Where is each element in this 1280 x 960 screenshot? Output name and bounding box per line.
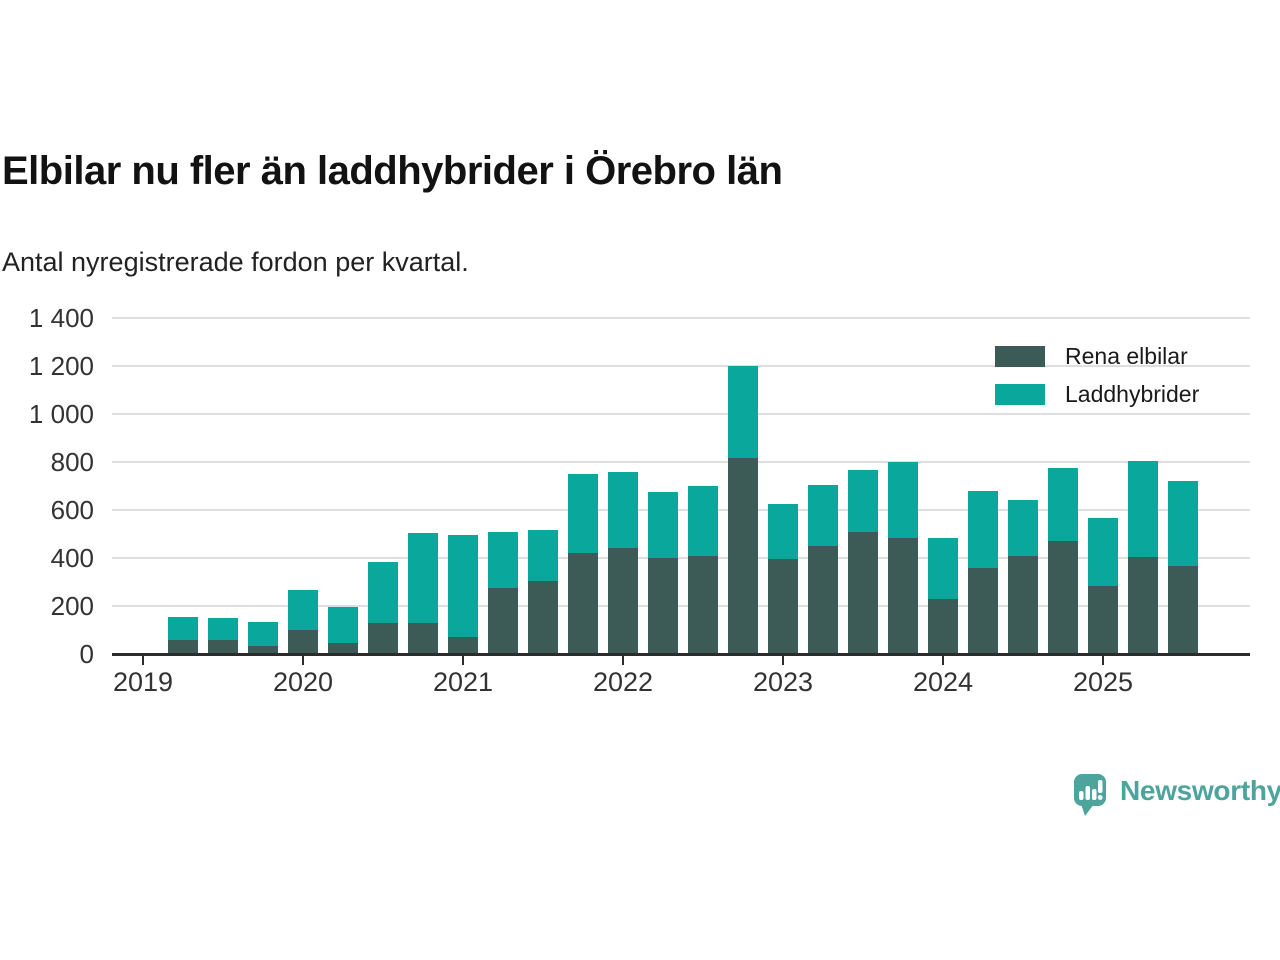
gridline-1400 [112, 317, 1250, 319]
bar-laddhybrider [608, 471, 638, 549]
bar-rena-elbilar [1128, 556, 1158, 654]
bar-laddhybrider [928, 537, 958, 599]
bar-laddhybrider [488, 531, 518, 588]
bar-rena-elbilar [208, 639, 238, 654]
x-axis-label: 2025 [1072, 667, 1134, 697]
bar-laddhybrider [408, 532, 438, 623]
bar-rena-elbilar [408, 622, 438, 654]
bar-rena-elbilar [888, 537, 918, 654]
legend-swatch-rena-elbilar [995, 346, 1045, 367]
y-axis-label: 600 [50, 495, 94, 525]
x-axis-tick [1102, 656, 1104, 665]
x-axis-label: 2020 [272, 667, 334, 697]
bar-laddhybrider [328, 607, 358, 644]
bar-rena-elbilar [328, 643, 358, 654]
bar-laddhybrider [1088, 518, 1118, 586]
bar-laddhybrider [528, 530, 558, 581]
gridline-200 [112, 605, 1250, 607]
bar-laddhybrider [728, 366, 758, 459]
x-axis-tick [302, 656, 304, 665]
bar-rena-elbilar [968, 567, 998, 654]
y-axis-label: 1 000 [28, 399, 94, 429]
bar-rena-elbilar [608, 548, 638, 654]
bar-laddhybrider [888, 462, 918, 538]
bar-rena-elbilar [368, 622, 398, 654]
bar-rena-elbilar [928, 598, 958, 654]
bar-rena-elbilar [688, 555, 718, 654]
bar-rena-elbilar [168, 639, 198, 654]
newsworthy-logo-icon [1074, 774, 1106, 816]
gridline-800 [112, 461, 1250, 463]
bar-rena-elbilar [728, 458, 758, 654]
x-axis-tick [622, 656, 624, 665]
bar-laddhybrider [288, 590, 318, 630]
gridline-1000 [112, 413, 1250, 415]
bar-rena-elbilar [448, 637, 478, 654]
bar-rena-elbilar [1008, 555, 1038, 654]
bar-rena-elbilar [1168, 566, 1198, 654]
legend-row: Rena elbilar [995, 343, 1199, 369]
gridline-400 [112, 557, 1250, 559]
bar-laddhybrider [1048, 468, 1078, 542]
bar-laddhybrider [848, 470, 878, 532]
bar-laddhybrider [968, 490, 998, 568]
x-axis-line [112, 653, 1250, 656]
x-axis-label: 2021 [432, 667, 494, 697]
bar-rena-elbilar [568, 553, 598, 654]
chart-title: Elbilar nu fler än laddhybrider i Örebro… [2, 149, 783, 193]
bar-rena-elbilar [248, 645, 278, 654]
x-axis-label: 2022 [592, 667, 654, 697]
legend-label: Rena elbilar [1065, 343, 1188, 369]
gridline-1200 [112, 365, 1250, 367]
bar-laddhybrider [1008, 500, 1038, 556]
x-axis-tick [942, 656, 944, 665]
bar-laddhybrider [688, 486, 718, 556]
bar-laddhybrider [768, 504, 798, 560]
x-axis-label: 2024 [912, 667, 974, 697]
legend: Rena elbilar Laddhybrider [995, 343, 1200, 422]
x-axis-tick [782, 656, 784, 665]
x-axis-label: 2023 [752, 667, 814, 697]
y-axis-label: 800 [50, 447, 94, 477]
bar-rena-elbilar [768, 559, 798, 654]
x-axis-tick [462, 656, 464, 665]
legend-row: Laddhybrider [995, 381, 1200, 407]
bar-laddhybrider [448, 535, 478, 638]
y-axis-label: 400 [50, 543, 94, 573]
y-axis-label: 200 [50, 591, 94, 621]
bar-laddhybrider [248, 621, 278, 646]
bar-laddhybrider [808, 484, 838, 546]
bar-rena-elbilar [848, 531, 878, 654]
bar-rena-elbilar [808, 546, 838, 654]
bar-laddhybrider [168, 616, 198, 640]
y-axis-label: 1 200 [28, 351, 94, 381]
legend-swatch-laddhybrider [995, 384, 1045, 405]
chart-subtitle: Antal nyregistrerade fordon per kvartal. [2, 247, 469, 277]
x-axis-tick [142, 656, 144, 665]
bar-laddhybrider [648, 492, 678, 558]
bar-rena-elbilar [1048, 541, 1078, 654]
bar-rena-elbilar [528, 580, 558, 654]
bar-laddhybrider [368, 561, 398, 623]
bar-laddhybrider [1168, 481, 1198, 567]
y-axis-label: 0 [79, 639, 94, 669]
bar-laddhybrider [568, 474, 598, 554]
newsworthy-logo-text: Newsworthy [1120, 775, 1280, 806]
bar-rena-elbilar [288, 630, 318, 654]
bar-laddhybrider [1128, 460, 1158, 557]
y-axis-label: 1 400 [28, 303, 94, 333]
bar-rena-elbilar [1088, 585, 1118, 654]
bar-rena-elbilar [648, 558, 678, 654]
newsworthy-logo: Newsworthy [1073, 772, 1280, 818]
gridline-600 [112, 509, 1250, 511]
x-axis-label: 2019 [112, 667, 174, 697]
bar-rena-elbilar [488, 588, 518, 654]
legend-label: Laddhybrider [1065, 381, 1200, 407]
bar-laddhybrider [208, 618, 238, 640]
